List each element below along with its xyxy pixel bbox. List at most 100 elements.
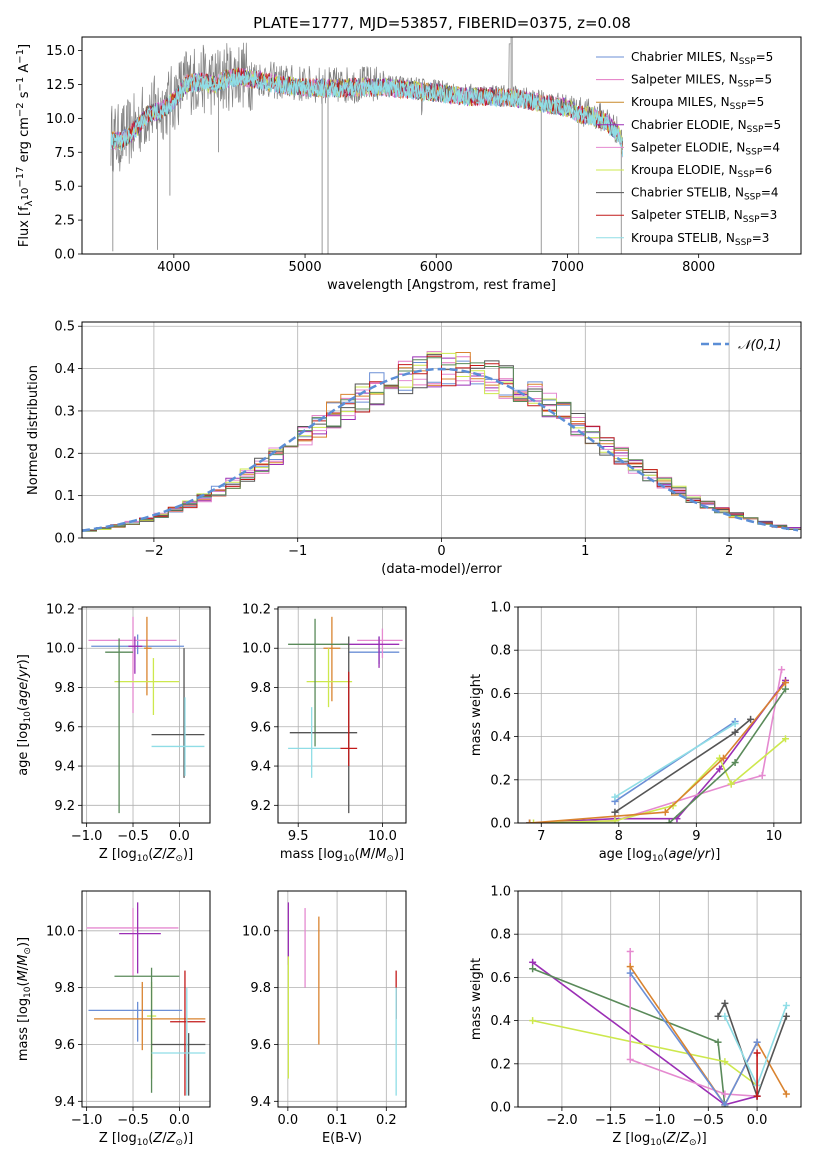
axis-label-part: ⊙ <box>23 947 33 955</box>
x-tick-label: 2 <box>725 544 733 559</box>
y-label-part: s <box>17 91 32 102</box>
legend-label: Salpeter STELIB, NSSP=3 <box>631 208 777 225</box>
x-tick-label: 10 <box>766 829 783 844</box>
legend-label-part: Chabrier STELIB, N <box>631 186 744 200</box>
x-axis-label: E(B-V) <box>322 1131 362 1146</box>
weight-line <box>614 720 736 803</box>
x-tick-label: −1.5 <box>595 1113 627 1128</box>
y-tick-label: 0.6 <box>490 687 511 702</box>
axis-label-part: age [log <box>16 723 31 776</box>
y-label-part: Flux [f <box>17 206 32 247</box>
y-tick-label: 10.0 <box>242 924 271 939</box>
y-label-part: erg cm <box>17 117 32 166</box>
y-axis-label: mass [log10(M/M⊙)] <box>16 937 33 1061</box>
axes-frame <box>277 606 407 824</box>
y-tick-label: 9.2 <box>54 799 75 814</box>
y-tick-label: 9.8 <box>250 981 271 996</box>
axis-label-part: / <box>371 847 376 862</box>
axis-label-part: ⊙ <box>175 1138 183 1148</box>
legend-label-part: =3 <box>752 231 770 245</box>
y-tick-label: 15.0 <box>46 44 75 59</box>
y-tick-label: 10.2 <box>242 602 271 617</box>
axis-label-part: M <box>16 970 31 981</box>
axis-label-part: / <box>16 965 31 970</box>
normal-distribution-curve <box>82 367 799 532</box>
axis-label-part: ( <box>662 1131 667 1146</box>
y-tick-label: 0.4 <box>490 730 511 745</box>
axis-label-part: 10 <box>137 1138 149 1148</box>
axis-label-part: M <box>375 847 386 862</box>
axis-label-part: yr <box>696 847 712 862</box>
y-label-part: −1 <box>15 49 26 64</box>
y-tick-label: 0.2 <box>490 773 511 788</box>
y-tick-label: 10.0 <box>46 924 75 939</box>
legend-label: 𝒩(0,1) <box>738 338 781 353</box>
y-tick-label: 10.0 <box>46 642 75 657</box>
x-tick-label: −2.0 <box>546 1113 578 1128</box>
y-tick-label: 0.8 <box>490 928 511 943</box>
plot-area <box>86 902 206 1096</box>
x-tick-label: −1 <box>288 544 307 559</box>
x-axis-label: (data-model)/error <box>381 562 502 577</box>
axis-label-part: Z <box>679 1131 690 1146</box>
y-axis-label: Flux [fλ10−17 erg cm−2 s−1 A−1] <box>15 44 35 247</box>
x-tick-label: −0.5 <box>117 829 149 844</box>
weight-line <box>529 679 787 823</box>
y-tick-label: 10.2 <box>46 602 75 617</box>
y-label-part: −2 <box>15 102 26 117</box>
axis-label-part: Z <box>152 1131 163 1146</box>
x-tick-label: 0.0 <box>169 1113 190 1128</box>
legend-label-part: SSP <box>738 170 755 180</box>
x-tick-label: −0.5 <box>117 1113 149 1128</box>
legend-label-part: SSP <box>747 125 764 135</box>
axis-label-part: ( <box>16 706 31 711</box>
axes-frame <box>277 890 407 1108</box>
mass-vs-ebv-panel: 0.0 0.1 0.2 9.4 9.6 9.8 10.0 E(B-V) <box>242 890 407 1146</box>
axis-label-part: Z <box>166 1131 177 1146</box>
axis-label-part: Z <box>666 1131 677 1146</box>
axis-label-part: / <box>162 1131 167 1146</box>
legend-label: Kroupa ELODIE, NSSP=6 <box>631 163 772 180</box>
x-axis-label: age [log10(age/yr)] <box>599 847 721 864</box>
x-tick-label: 4000 <box>157 260 190 275</box>
axes-frame <box>81 36 802 255</box>
axis-label-part: M <box>16 955 31 966</box>
y-tick-label: 9.6 <box>54 720 75 735</box>
y-tick-label: 0.0 <box>490 1101 511 1116</box>
y-label-part: 10 <box>20 188 31 201</box>
weight-line <box>529 669 783 823</box>
mass-vs-metallicity-panel: −1.0 −0.5 0.09.49.69.810.0Z [log10(Z/Z⊙)]m… <box>16 890 211 1148</box>
y-label-part: ] <box>17 44 32 49</box>
axis-label-part: ⊙ <box>386 854 394 864</box>
y-tick-label: 0.4 <box>54 362 75 377</box>
x-tick-label: 0.0 <box>747 1113 768 1128</box>
y-tick-label: 10.0 <box>242 642 271 657</box>
x-tick-label: 0.0 <box>169 829 190 844</box>
x-axis-label: Z [log10(Z/Z⊙)] <box>99 847 193 864</box>
y-axis-label: mass weight <box>469 958 484 1040</box>
legend-label: Chabrier STELIB, NSSP=4 <box>631 186 779 203</box>
y-tick-label: 0.4 <box>490 1014 511 1029</box>
legend-label-part: =5 <box>763 118 781 132</box>
y-tick-label: 7.5 <box>54 146 75 161</box>
weight-line <box>533 738 787 823</box>
axis-label-part: Z <box>166 847 177 862</box>
axis-label-part: 10 <box>652 854 664 864</box>
weight-line <box>717 1001 788 1099</box>
y-label-part: −1 <box>15 77 26 92</box>
y-tick-label: 5.0 <box>54 180 75 195</box>
y-label-part: −17 <box>15 167 26 188</box>
y-tick-label: 0.0 <box>54 532 75 547</box>
x-tick-label: −1.0 <box>644 1113 676 1128</box>
legend-label-part: =3 <box>760 208 778 222</box>
plot-area <box>110 37 624 254</box>
y-tick-label: 1.0 <box>490 601 511 616</box>
y-tick-label: 9.4 <box>54 760 75 775</box>
plot-area <box>526 666 789 823</box>
figure-title: PLATE=1777, MJD=53857, FIBERID=0375, z=0… <box>253 14 631 32</box>
y-tick-label: 9.6 <box>250 720 271 735</box>
y-tick-label: 9.2 <box>250 799 271 814</box>
axis-label-part: )] <box>16 937 31 947</box>
axis-label-part: )] <box>16 654 31 664</box>
y-tick-label: 0.3 <box>54 404 75 419</box>
